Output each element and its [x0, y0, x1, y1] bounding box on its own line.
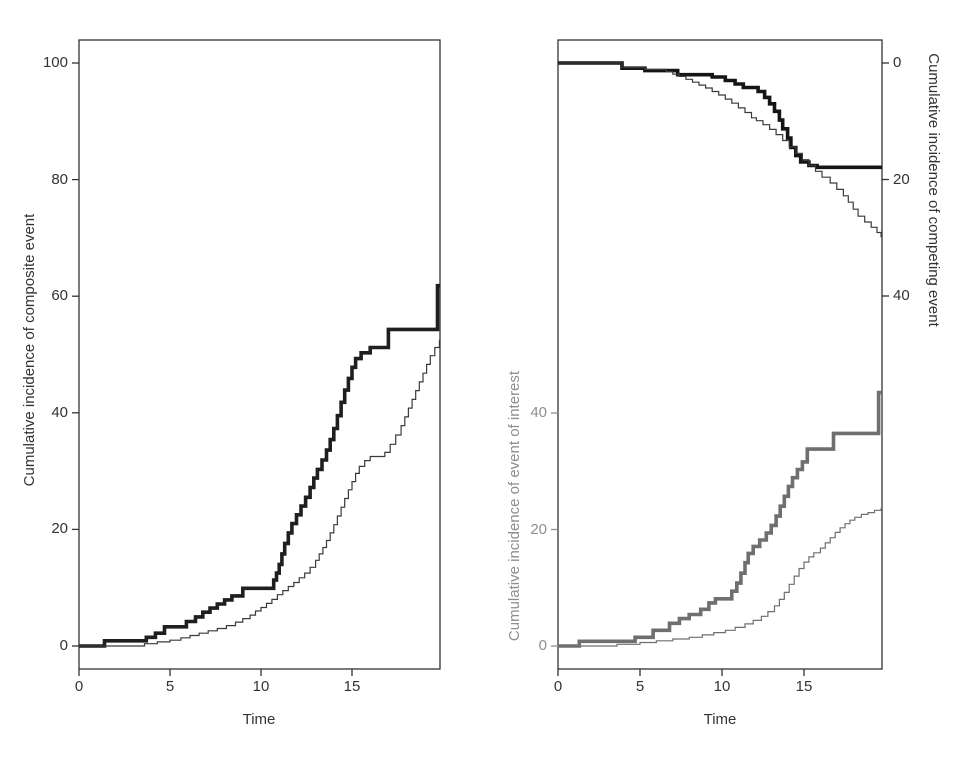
right-plot-right-y-tick-label: 0 [893, 54, 902, 71]
left-plot-x-tick-label: 0 [74, 678, 84, 695]
right-plot-x-tick-label: 10 [713, 678, 731, 695]
right-plot-left-y-tick-label: 40 [530, 404, 547, 421]
event-of-interest-thick-curve [558, 390, 882, 648]
right-plot-right-y-tick-label: 20 [893, 170, 910, 188]
left-plot-x-axis-title: Time [242, 711, 276, 728]
composite-event-thick-curve [79, 283, 440, 648]
right-plot-x-axis-title: Time [703, 711, 737, 728]
left-plot-frame [78, 39, 441, 670]
left-plot-y-tick-label: 80 [51, 170, 68, 188]
competing-event-thick-curve [558, 61, 882, 170]
right-plot-frame [557, 39, 883, 670]
right-plot-x-tick-label: 5 [635, 678, 645, 695]
left-plot-y-axis-title: Cumulative incidence of composite event [21, 213, 38, 487]
left-plot-x-tick-label: 15 [343, 678, 361, 695]
left-plot-y-tick-label: 40 [51, 403, 68, 421]
left-plot-y-tick-label: 0 [59, 637, 68, 654]
event-of-interest-thin-curve [558, 507, 882, 647]
left-plot-y-tick-label: 100 [42, 54, 68, 71]
left-plot-x-tick-label: 10 [252, 678, 270, 695]
left-plot-y-tick-label: 20 [51, 520, 68, 538]
right-plot-left-y-tick-label: 0 [538, 637, 547, 654]
right-plot-x-tick-label: 15 [795, 678, 813, 695]
right-plot-right-y-tick-label: 40 [893, 287, 910, 304]
composite-event-thin-curve [79, 339, 440, 647]
left-plot-x-tick-label: 5 [165, 678, 175, 695]
left-plot-y-tick-label: 60 [51, 287, 68, 305]
right-plot-x-tick-label: 0 [553, 678, 563, 695]
right-plot-left-y-tick-label: 20 [530, 520, 547, 538]
competing-event-thin-curve [558, 62, 882, 238]
